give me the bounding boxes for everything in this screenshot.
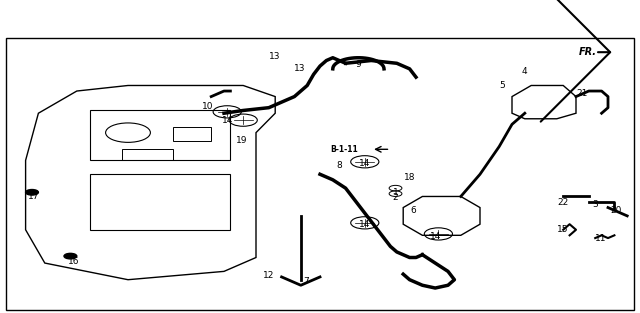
Text: 7: 7 xyxy=(303,277,308,285)
Text: 4: 4 xyxy=(522,67,527,76)
Text: 13: 13 xyxy=(294,64,305,73)
Bar xyxy=(90,110,230,160)
Bar xyxy=(90,174,230,230)
Text: 21: 21 xyxy=(577,89,588,98)
Text: 13: 13 xyxy=(269,52,281,61)
Text: 5: 5 xyxy=(500,81,505,90)
Text: 20: 20 xyxy=(610,206,621,215)
Text: 2: 2 xyxy=(393,193,398,202)
Text: 12: 12 xyxy=(263,271,275,280)
Text: 14: 14 xyxy=(359,220,371,229)
Text: 14: 14 xyxy=(429,232,441,241)
Text: B-1-11: B-1-11 xyxy=(331,145,358,154)
Text: 8: 8 xyxy=(337,162,342,171)
Text: 14: 14 xyxy=(221,116,233,125)
Bar xyxy=(122,149,173,160)
Text: 9: 9 xyxy=(356,60,361,69)
Text: FR.: FR. xyxy=(579,47,597,57)
Text: 17: 17 xyxy=(28,192,40,201)
Text: 22: 22 xyxy=(557,198,569,207)
Circle shape xyxy=(64,253,77,259)
Text: 11: 11 xyxy=(595,233,606,243)
Circle shape xyxy=(26,190,38,195)
Text: 16: 16 xyxy=(68,257,79,266)
Text: 15: 15 xyxy=(557,225,569,234)
Text: 18: 18 xyxy=(404,172,415,182)
Text: 3: 3 xyxy=(593,200,598,209)
Text: 10: 10 xyxy=(202,102,214,111)
Text: 14: 14 xyxy=(359,159,371,168)
Text: 1: 1 xyxy=(393,188,398,197)
Bar xyxy=(173,127,211,141)
Text: 6: 6 xyxy=(410,206,415,215)
Text: 19: 19 xyxy=(236,136,248,146)
